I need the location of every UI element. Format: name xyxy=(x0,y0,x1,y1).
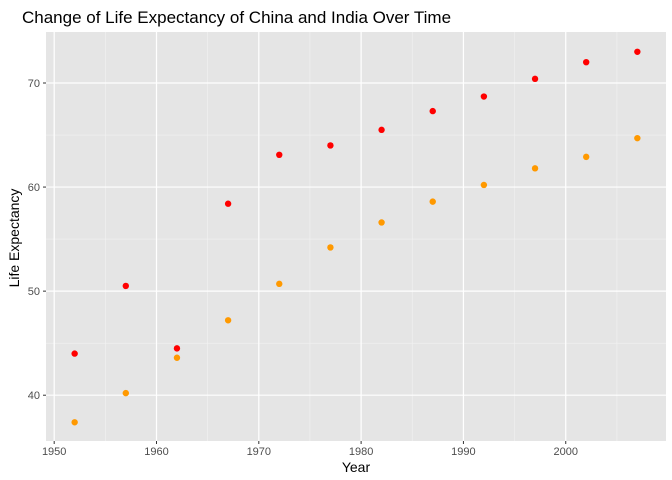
data-point-series-1 xyxy=(71,350,78,357)
data-point-series-2 xyxy=(531,165,539,172)
data-point-series-2 xyxy=(634,134,641,142)
data-point-series-1 xyxy=(634,48,641,55)
plot-panel xyxy=(46,32,666,441)
minor-gridlines xyxy=(46,32,666,441)
chart-title: Change of Life Expectancy of China and I… xyxy=(22,8,451,27)
data-point-series-2 xyxy=(327,244,334,251)
data-point-series-1 xyxy=(582,58,590,66)
y-axis-title: Life Expectancy xyxy=(6,189,22,288)
data-point-series-1 xyxy=(327,142,334,149)
x-tick-label: 1990 xyxy=(451,446,475,458)
y-tick-label: 50 xyxy=(28,286,40,298)
y-tick-label: 60 xyxy=(28,182,40,194)
x-axis-ticks: 1950 1960 1970 1980 1990 2000 xyxy=(42,441,578,458)
data-point-series-2 xyxy=(582,153,590,161)
x-tick-label: 1970 xyxy=(247,446,271,458)
data-point-series-1 xyxy=(531,75,539,83)
data-point-series-2 xyxy=(276,280,283,288)
data-point-series-2 xyxy=(480,181,488,189)
data-point-series-1 xyxy=(122,282,130,290)
data-point-series-1 xyxy=(276,151,283,159)
data-point-series-1 xyxy=(173,345,181,352)
x-tick-label: 1950 xyxy=(42,446,66,458)
data-points xyxy=(71,48,641,426)
data-point-series-2 xyxy=(378,219,385,226)
data-point-series-1 xyxy=(429,107,436,115)
data-point-series-2 xyxy=(173,354,181,361)
y-axis-ticks: 40 50 60 70 xyxy=(28,78,46,402)
data-point-series-2 xyxy=(71,419,78,426)
data-point-series-2 xyxy=(122,389,130,397)
data-point-series-1 xyxy=(378,126,385,134)
data-point-series-1 xyxy=(480,93,488,100)
major-gridlines xyxy=(46,32,666,441)
y-tick-label: 40 xyxy=(28,390,40,402)
data-point-series-1 xyxy=(224,200,232,207)
data-point-series-2 xyxy=(429,198,436,205)
x-tick-label: 2000 xyxy=(553,446,577,458)
y-tick-label: 70 xyxy=(28,78,40,90)
x-tick-label: 1980 xyxy=(349,446,373,458)
x-axis-title: Year xyxy=(342,459,371,475)
data-point-series-2 xyxy=(224,317,232,324)
x-tick-label: 1960 xyxy=(144,446,168,458)
